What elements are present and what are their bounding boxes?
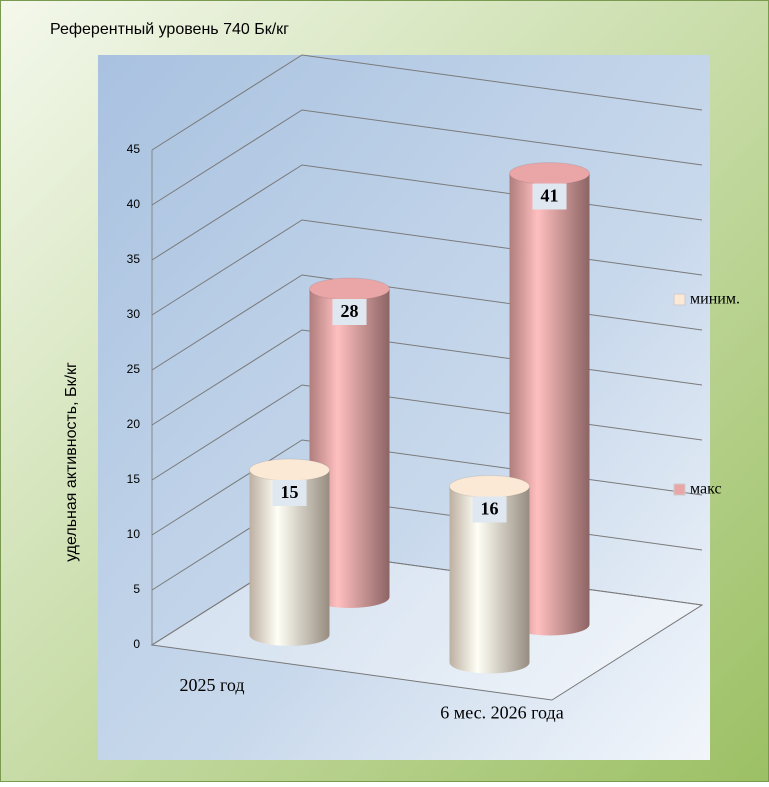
value-label: 15 [281, 482, 299, 502]
value-label: 41 [541, 186, 559, 206]
value-label-box [332, 299, 367, 325]
cylinder-top [509, 162, 590, 185]
legend-label: макс [690, 481, 722, 498]
y-tick-label: 30 [127, 307, 141, 321]
x-tick-label: 2025 год [179, 675, 244, 695]
value-label-box [472, 496, 507, 523]
legend-swatch [673, 483, 686, 496]
y-tick-label: 15 [127, 472, 141, 486]
value-label-box [272, 480, 307, 506]
y-tick-label: 10 [127, 527, 141, 541]
cylinder-top [449, 475, 530, 498]
value-label: 28 [341, 301, 359, 321]
legend-swatch [673, 293, 686, 306]
y-tick-label: 20 [127, 417, 141, 431]
y-tick-label: 25 [127, 362, 141, 376]
plot-area [98, 55, 710, 760]
y-tick-label: 40 [127, 197, 141, 211]
y-tick-label: 0 [133, 637, 140, 651]
value-label-box [532, 183, 567, 210]
x-tick-label: 6 мес. 2026 года [440, 702, 563, 722]
y-tick-label: 35 [127, 252, 141, 266]
y-tick-label: 45 [127, 142, 141, 156]
y-tick-label: 5 [133, 582, 140, 596]
legend-label: миним. [690, 291, 740, 308]
cylinder-top [309, 277, 390, 301]
grid-line [151, 54, 703, 151]
chart-title: Референтный уровень 740 Бк/кг [50, 21, 289, 38]
grid-line [151, 109, 703, 206]
y-axis-label: удельная активность, Бк/кг [63, 362, 80, 562]
cylinder-top [249, 458, 330, 482]
value-label: 16 [481, 499, 499, 519]
